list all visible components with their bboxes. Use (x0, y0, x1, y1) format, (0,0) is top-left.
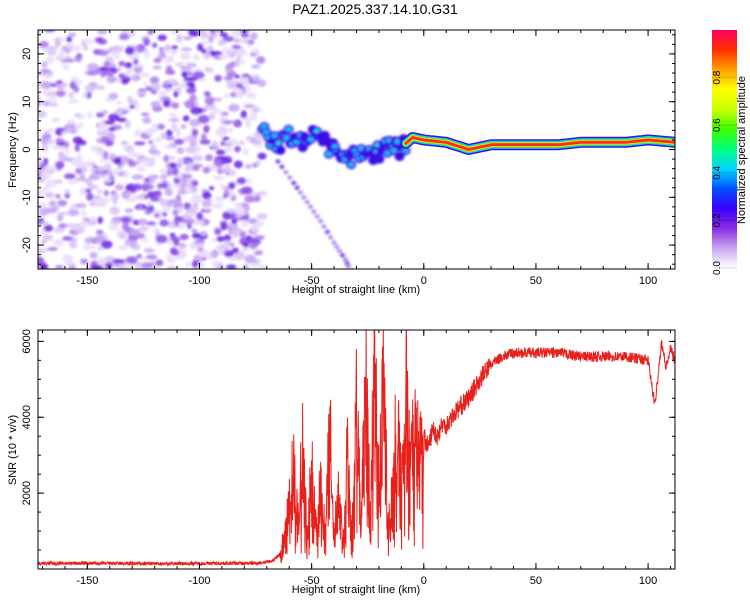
colorbar-ticks: 0.0 0.2 0.4 0.6 0.8 (712, 70, 737, 275)
spec-ytick-label-2: 0 (21, 146, 33, 152)
snr-y-label: SNR (10 * v/v) (7, 415, 19, 485)
spec-xtick-label-4: 50 (530, 275, 542, 287)
snr-axes: -150 -100 -50 0 50 100 2000 4000 6000 (21, 329, 675, 587)
colorbar-tick-label-1: 0.2 (712, 213, 723, 227)
snr-xtick-label-2: -50 (304, 575, 320, 587)
spec-ytick-label-1: -10 (21, 189, 33, 205)
snr-xtick-label-4: 50 (530, 575, 542, 587)
spectrogram-x-label: Height of straight line (km) (292, 284, 420, 296)
spec-xtick-label-1: -100 (188, 275, 210, 287)
spectrogram-ridge-blobs (257, 122, 411, 170)
spec-ytick-label-0: -20 (21, 237, 33, 253)
snr-xtick-label-5: 100 (639, 575, 657, 587)
spec-ytick-label-4: 20 (21, 48, 33, 60)
spec-xtick-label-3: 0 (421, 275, 427, 287)
spec-ytick-label-3: 10 (21, 96, 33, 108)
snr-ytick-label-2: 6000 (21, 329, 33, 353)
ridge-band-layer-4 (404, 136, 675, 151)
spectrogram-ridge (257, 122, 675, 170)
snr-xtick-label-3: 0 (421, 575, 427, 587)
colorbar-tick-label-2: 0.4 (712, 165, 723, 179)
snr-ytick-label-1: 4000 (21, 405, 33, 429)
figure-title: PAZ1.2025.337.14.10.G31 (292, 1, 458, 17)
colorbar-tick-label-4: 0.8 (712, 70, 723, 84)
colorbar-gradient (712, 30, 737, 268)
spec-xtick-label-5: 100 (639, 275, 657, 287)
colorbar-tick-label-0: 0.0 (712, 261, 723, 275)
snr-xtick-label-0: -150 (76, 575, 98, 587)
spectrogram-plot-area (38, 30, 675, 269)
spectrogram-secondary-trace (275, 159, 352, 269)
spec-xtick-label-0: -150 (76, 275, 98, 287)
spec-xtick-label-2: -50 (304, 275, 320, 287)
colorbar-label: Normalized spectral amplitude (736, 76, 748, 224)
spectrogram-noise (38, 30, 268, 269)
spectrogram-y-label: Frequency (Hz) (7, 112, 19, 188)
snr-ytick-label-0: 2000 (21, 481, 33, 505)
colorbar: 0.0 0.2 0.4 0.6 0.8 Normalized spectral ampl… (712, 30, 748, 275)
snr-plot-area (38, 330, 675, 568)
colorbar-tick-label-3: 0.6 (712, 118, 723, 132)
snr-series-line (38, 330, 675, 568)
snr-chart: -150 -100 -50 0 50 100 2000 4000 6000 Height of … (7, 329, 676, 596)
snr-x-label: Height of straight line (km) (292, 584, 420, 596)
snr-xtick-label-1: -100 (188, 575, 210, 587)
